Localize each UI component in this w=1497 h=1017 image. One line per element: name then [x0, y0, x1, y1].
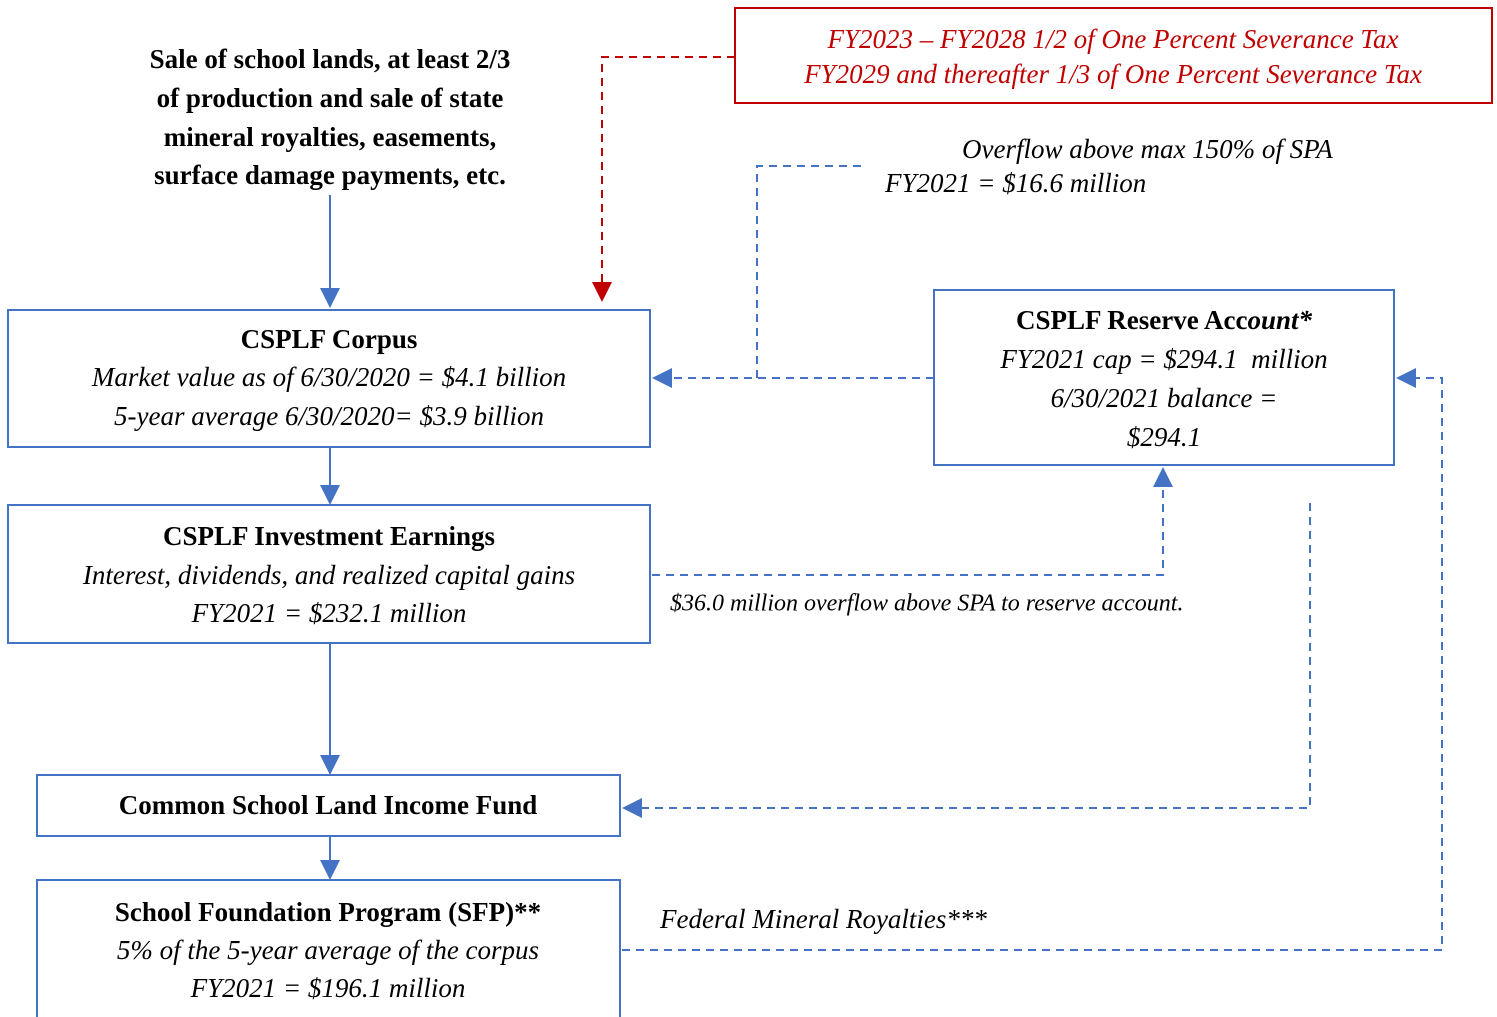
node-title: CSPLF Investment Earnings	[163, 521, 495, 551]
node-text: 6/30/2021 balance =	[1051, 383, 1278, 413]
title-part: ount*	[1247, 305, 1312, 335]
severance-text: FY2029 and thereafter 1/3 of One Percent…	[803, 59, 1422, 89]
corpus-box	[7, 309, 651, 448]
node-text: 5% of the 5-year average of the corpus	[117, 935, 539, 965]
overflow-note: FY2021 = $16.6 million	[884, 168, 1146, 198]
earnings-box	[7, 504, 651, 644]
reserve-box	[933, 289, 1395, 466]
severance-box	[734, 7, 1493, 104]
node-title: CSPLF Reserve Account*	[1016, 305, 1312, 335]
node-text: Interest, dividends, and realized capita…	[82, 560, 575, 590]
node-title: Common School Land Income Fund	[119, 790, 538, 820]
node-text: FY2021 = $196.1 million	[190, 973, 466, 1003]
severance-text: FY2023 – FY2028 1/2 of One Percent Sever…	[827, 24, 1399, 54]
source-text: mineral royalties, easements,	[164, 122, 496, 152]
node-title: School Foundation Program (SFP)**	[115, 897, 541, 927]
overflow-note: Overflow above max 150% of SPA	[962, 134, 1333, 164]
title-part: CSPLF Reserve Acc	[1016, 305, 1247, 335]
reserve-note: $36.0 million overflow above SPA to rese…	[670, 591, 1183, 617]
node-text: 5-year average 6/30/2020= $3.9 billion	[114, 401, 544, 431]
connectors	[320, 56, 1443, 951]
sfp-box	[36, 879, 621, 1017]
node-text: FY2021 cap = $294.1 million	[999, 344, 1327, 374]
source-text: Sale of school lands, at least 2/3	[150, 44, 511, 74]
node-text: FY2021 = $232.1 million	[191, 598, 467, 628]
income-fund-box	[36, 774, 621, 837]
source-text: of production and sale of state	[157, 83, 504, 113]
federal-note: Federal Mineral Royalties***	[659, 904, 987, 934]
node-text: $294.1	[1127, 422, 1201, 452]
node-text: Market value as of 6/30/2020 = $4.1 bill…	[91, 362, 566, 392]
source-text: surface damage payments, etc.	[154, 160, 506, 190]
node-title: CSPLF Corpus	[241, 324, 418, 354]
